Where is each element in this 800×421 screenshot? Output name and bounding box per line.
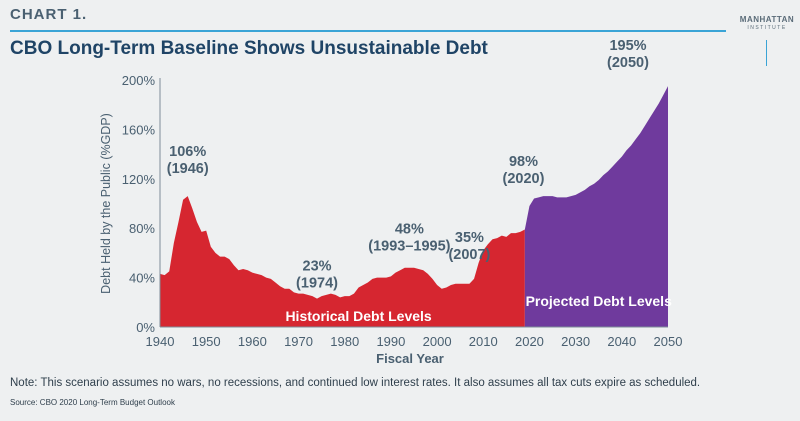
x-tick-label: 2020 <box>515 334 544 349</box>
annotation-year: (2020) <box>502 171 544 187</box>
area-label: Projected Debt Levels <box>526 293 672 309</box>
chart-title: CBO Long-Term Baseline Shows Unsustainab… <box>10 38 488 59</box>
annotation-year: (1946) <box>167 161 209 177</box>
area-label: Historical Debt Levels <box>285 308 431 324</box>
chart-source: Source: CBO 2020 Long-Term Budget Outloo… <box>10 398 175 407</box>
series-area-1 <box>524 86 668 328</box>
x-tick-label: 1980 <box>330 334 359 349</box>
annotation-value: 98% <box>509 154 538 170</box>
x-tick-label: 1950 <box>192 334 221 349</box>
x-tick-label: 2040 <box>607 334 636 349</box>
logo-rule <box>766 40 767 66</box>
y-tick-label: 160% <box>122 122 156 137</box>
y-tick-label: 200% <box>122 73 156 88</box>
x-tick-label: 2030 <box>561 334 590 349</box>
x-tick-label: 1990 <box>376 334 405 349</box>
y-tick-label: 80% <box>129 221 155 236</box>
logo-line-2: INSTITUTE <box>747 25 787 31</box>
series-area-0 <box>160 196 525 327</box>
annotation-value: 195% <box>609 38 646 54</box>
annotation-value: 106% <box>169 144 206 160</box>
logo-line-1: MANHATTAN <box>739 15 795 24</box>
annotation-year: (2007) <box>448 247 490 263</box>
annotation-value: 35% <box>455 230 484 246</box>
annotation-value: 48% <box>395 222 424 238</box>
x-tick-label: 2050 <box>654 334 683 349</box>
y-tick-label: 120% <box>122 172 156 187</box>
y-tick-label: 0% <box>136 320 155 335</box>
annotation-year: (2050) <box>607 55 649 71</box>
y-tick-label: 40% <box>129 271 155 286</box>
header-rule <box>10 30 726 32</box>
x-tick-label: 1970 <box>284 334 313 349</box>
annotation-year: (1993–1995) <box>368 239 450 255</box>
x-tick-label: 1960 <box>238 334 267 349</box>
y-axis-label: Debt Held by the Public (%GDP) <box>99 113 113 294</box>
manhattan-institute-logo: MANHATTAN INSTITUTE <box>736 15 798 31</box>
x-tick-label: 2000 <box>423 334 452 349</box>
x-tick-label: 2010 <box>469 334 498 349</box>
chart-note: Note: This scenario assumes no wars, no … <box>10 377 701 389</box>
x-axis-label: Fiscal Year <box>376 351 444 366</box>
annotation-value: 23% <box>303 259 332 275</box>
x-tick-label: 1940 <box>146 334 175 349</box>
annotation-year: (1974) <box>296 276 338 292</box>
chart-kicker: CHART 1. <box>10 6 88 23</box>
